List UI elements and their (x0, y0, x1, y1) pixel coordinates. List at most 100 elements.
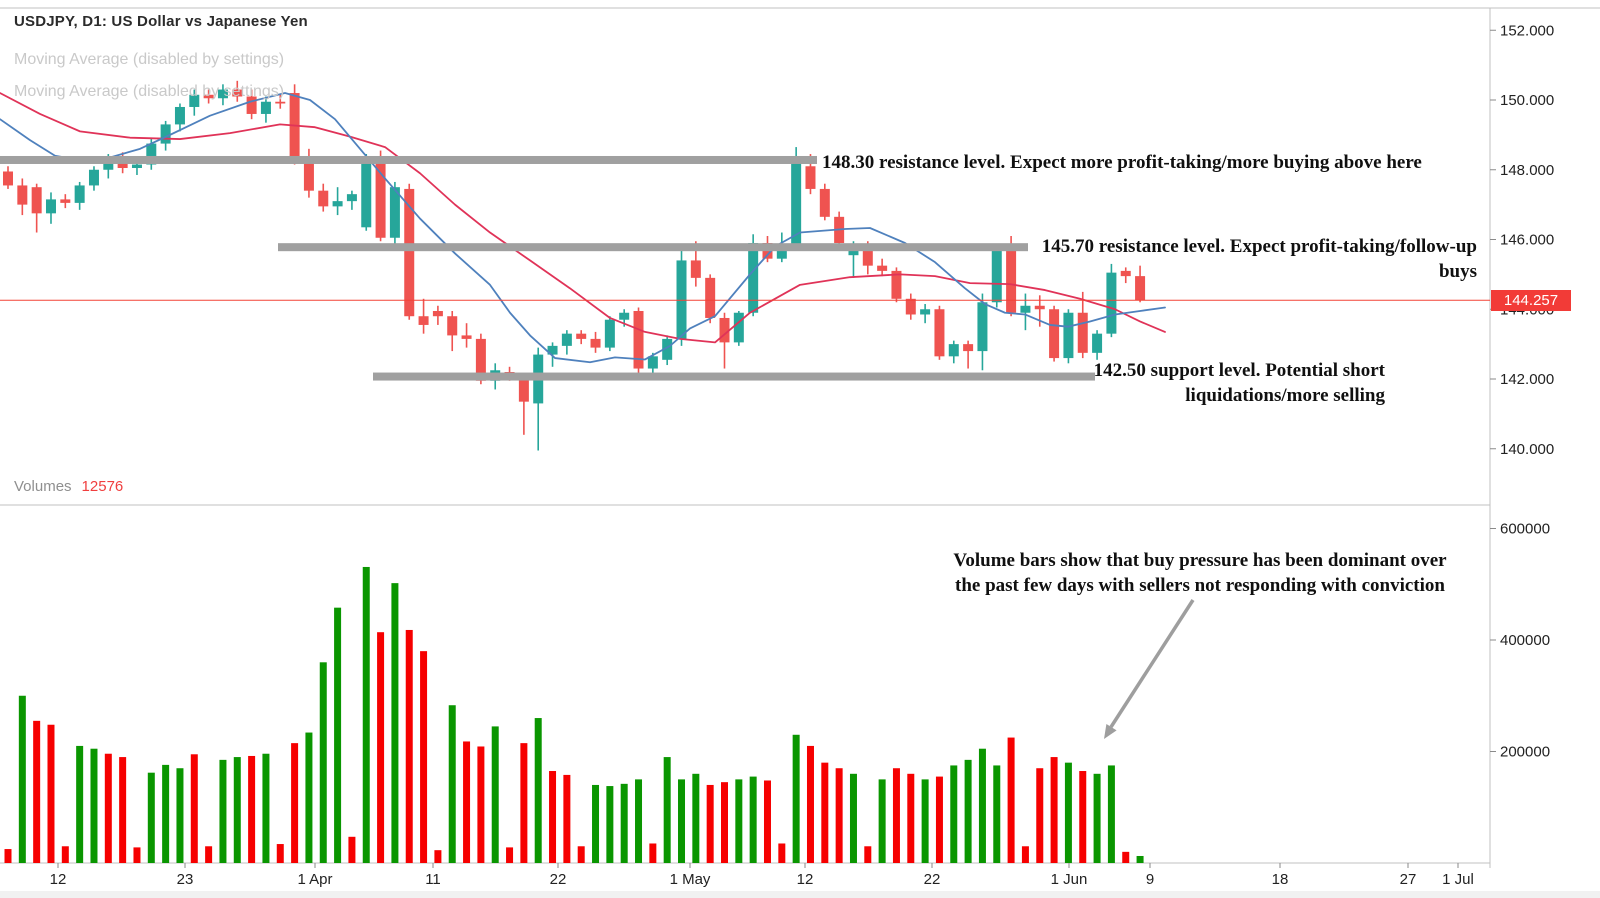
time-tick-label: 11 (425, 871, 441, 888)
time-tick-label: 1 Apr (297, 871, 332, 888)
indicator-label-ma1: Moving Average (disabled by settings) (14, 51, 285, 68)
candle (332, 201, 343, 207)
candles (3, 80, 1146, 451)
price-tick-label: 150.000 (1500, 92, 1554, 109)
price-axis[interactable]: 152.000150.000148.000146.000144.000142.0… (1490, 22, 1554, 458)
volume-bars (4, 566, 1144, 863)
level-bar[interactable] (373, 372, 1095, 381)
volume-bar (864, 846, 872, 863)
volumes-value: 12576 (81, 478, 124, 495)
volume-bar (1036, 768, 1044, 863)
candle (719, 317, 730, 343)
volume-bar (821, 762, 829, 863)
volume-bar (577, 846, 585, 863)
candle (862, 246, 873, 266)
ma-slow-line (0, 92, 1166, 344)
volume-bar (1122, 851, 1130, 863)
candle (934, 309, 945, 357)
time-tick-label: 23 (177, 871, 194, 888)
annotation-line: buys (1438, 261, 1477, 282)
candle (561, 333, 572, 346)
time-tick-label: 1 May (670, 871, 711, 888)
annotation-support-14250: 142.50 support level. Potential short li… (1094, 358, 1385, 408)
candle (633, 310, 644, 369)
candle (375, 161, 386, 238)
annotation-line: the past few days with sellers not respo… (955, 575, 1445, 596)
candle (819, 188, 830, 217)
volume-bar (663, 757, 671, 863)
time-tick-label: 27 (1400, 871, 1417, 888)
volume-bar (305, 732, 313, 863)
price-tick-label: 152.000 (1500, 22, 1554, 39)
volume-bar (176, 768, 184, 863)
candle (690, 260, 701, 278)
volume-bar (33, 720, 41, 863)
candle (977, 302, 988, 352)
candle (905, 298, 916, 315)
candle (1106, 272, 1117, 334)
volume-bar (778, 843, 786, 863)
candle (346, 194, 357, 202)
candle (275, 101, 286, 104)
volume-bar (935, 776, 943, 863)
time-tick-label: 18 (1272, 871, 1289, 888)
volume-bar (47, 724, 55, 863)
volume-bar (749, 776, 757, 863)
candle (805, 166, 816, 189)
candle (1135, 276, 1146, 301)
candle (748, 242, 759, 313)
indicator-label-ma2: Moving Average (disabled by settings) (14, 83, 285, 100)
time-tick-label: 12 (797, 871, 814, 888)
volume-bar (878, 779, 886, 863)
annotation-resistance-14830: 148.30 resistance level. Expect more pro… (822, 152, 1422, 173)
candle (948, 344, 959, 357)
volume-bar (506, 847, 514, 863)
candle (891, 270, 902, 299)
candle (303, 157, 314, 191)
volume-bar (549, 771, 557, 863)
volume-tick-label: 200000 (1500, 744, 1550, 761)
volume-bar (434, 850, 442, 863)
volume-bar (563, 774, 571, 863)
annotation-arrow (1104, 599, 1195, 739)
level-bar[interactable] (278, 243, 1028, 252)
candle (676, 260, 687, 339)
price-tick-label: 146.000 (1500, 232, 1554, 249)
volume-axis[interactable]: 600000 400000 200000 (1490, 521, 1550, 761)
volume-bar (491, 726, 499, 863)
candle (246, 96, 257, 114)
time-tick-label: 22 (550, 871, 567, 888)
volume-bar (348, 836, 356, 863)
candle (991, 246, 1002, 303)
volume-bar (190, 754, 198, 863)
volume-bar (4, 849, 12, 863)
level-bars (0, 155, 1095, 381)
volume-bar (763, 780, 771, 863)
volume-bar (907, 773, 915, 863)
volume-bar (950, 765, 958, 863)
candle (662, 338, 673, 360)
time-axis[interactable]: 12 23 1 Apr 11 22 1 May 12 22 1 Jun 9 18 27 1 Jul (50, 863, 1474, 888)
volume-bar (61, 846, 69, 863)
candle (1049, 309, 1060, 359)
annotation-line: 145.70 resistance level. Expect profit-t… (1041, 236, 1477, 257)
candle (74, 185, 85, 203)
candle (1077, 312, 1088, 353)
candle (920, 309, 931, 315)
candle (432, 310, 443, 317)
volume-bar (1021, 846, 1029, 863)
time-tick-label: 1 Jun (1051, 871, 1088, 888)
candle (131, 164, 142, 169)
level-bar[interactable] (0, 155, 817, 164)
volume-bar (162, 764, 170, 863)
volume-bar (405, 629, 413, 863)
volume-bar (205, 846, 213, 863)
candle (963, 344, 974, 352)
candle (1120, 270, 1131, 277)
candle (619, 312, 630, 320)
volume-bar (1050, 757, 1058, 863)
volume-bar (835, 768, 843, 863)
candle (547, 345, 558, 355)
